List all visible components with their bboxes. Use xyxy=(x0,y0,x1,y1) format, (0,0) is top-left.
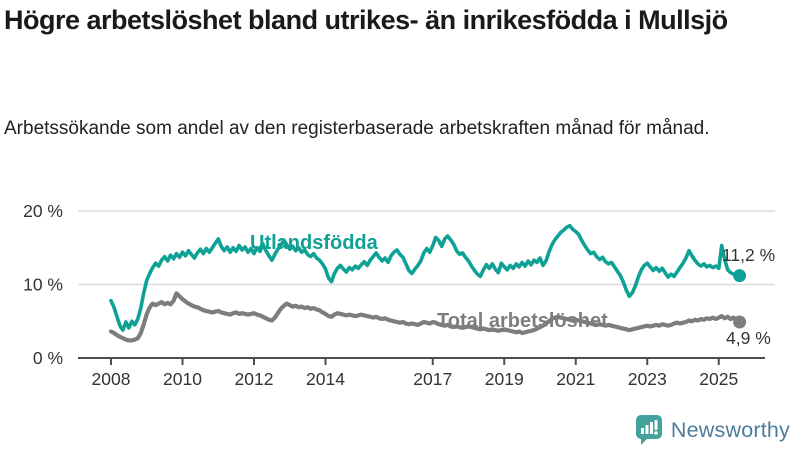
end-dot xyxy=(733,269,747,283)
line-utlandsfodda xyxy=(109,223,742,332)
x-tick-label: 2008 xyxy=(92,369,131,389)
end-value-total: 4,9 % xyxy=(726,328,771,348)
y-tick-label: 20 % xyxy=(23,201,63,221)
x-tick-label: 2014 xyxy=(306,369,345,389)
end-dot xyxy=(733,315,747,329)
brand-name: Newsworthy xyxy=(670,417,790,442)
y-tick-label: 0 % xyxy=(33,348,63,368)
series-lines xyxy=(108,223,747,343)
x-tick-label: 2010 xyxy=(163,369,202,389)
y-tick-label: 10 % xyxy=(23,275,63,295)
series-label-utlandsfodda: Utlandsfödda xyxy=(250,232,379,254)
end-value-utlandsfodda: 11,2 % xyxy=(722,245,775,265)
x-tick-label: 2021 xyxy=(556,369,595,389)
x-tick-label: 2019 xyxy=(485,369,524,389)
x-tick-label: 2023 xyxy=(628,369,667,389)
chart-subtitle: Arbetssökande som andel av den registerb… xyxy=(4,118,710,139)
grid-layer: 0 % 10 % 20 % xyxy=(23,201,775,368)
x-axis: 2008 2010 2012 2014 2017 2019 2021 2023 2025 xyxy=(78,357,765,389)
newsworthy-logo: Newsworthy xyxy=(635,413,790,447)
bar-chart-speech-bubble-icon xyxy=(635,414,663,446)
x-tick-label: 2012 xyxy=(235,369,274,389)
x-tick-label: 2017 xyxy=(413,369,452,389)
page-title: Högre arbetslöshet bland utrikes- än inr… xyxy=(4,5,728,35)
x-tick-label: 2025 xyxy=(699,369,738,389)
series-label-total-arbetsloshet: Total arbetslöshet xyxy=(437,310,608,332)
line-total xyxy=(108,291,742,343)
